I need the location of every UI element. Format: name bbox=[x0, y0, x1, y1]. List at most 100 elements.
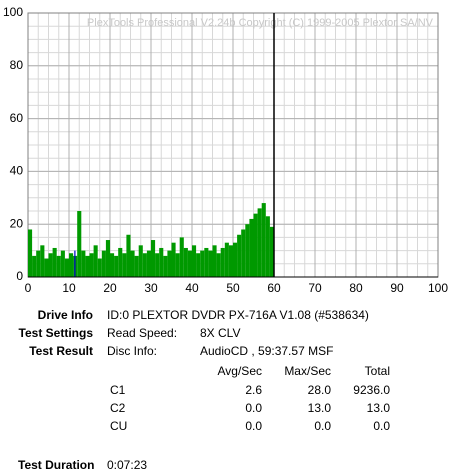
bar bbox=[105, 240, 110, 277]
bar bbox=[245, 224, 250, 277]
settings-value: 8X CLV bbox=[200, 326, 240, 340]
bar bbox=[171, 242, 176, 277]
y-tick-label: 80 bbox=[10, 58, 24, 72]
drive-label: Drive Info bbox=[38, 308, 93, 322]
x-tick-label: 40 bbox=[185, 281, 199, 295]
row-label: C2 bbox=[110, 401, 126, 415]
table-cell: 28.0 bbox=[308, 383, 332, 397]
bar bbox=[261, 203, 266, 277]
table-cell: 2.6 bbox=[245, 383, 262, 397]
x-tick-label: 20 bbox=[103, 281, 117, 295]
bar bbox=[196, 253, 201, 277]
bar bbox=[151, 240, 156, 277]
result-value: AudioCD , 59:37.57 MSF bbox=[200, 344, 333, 358]
bar bbox=[44, 258, 49, 277]
bar bbox=[228, 245, 233, 277]
x-tick-label: 30 bbox=[144, 281, 158, 295]
bar bbox=[257, 208, 262, 277]
settings-label: Test Settings bbox=[19, 326, 94, 340]
bar bbox=[269, 226, 274, 277]
result-key: Disc Info: bbox=[107, 344, 157, 358]
y-tick-label: 0 bbox=[16, 269, 23, 283]
bar bbox=[74, 250, 76, 277]
table-header: Avg/Sec bbox=[218, 364, 262, 378]
y-tick-label: 60 bbox=[10, 111, 24, 125]
bar bbox=[142, 253, 147, 277]
table-header: Max/Sec bbox=[284, 364, 331, 378]
x-tick-label: 10 bbox=[62, 281, 76, 295]
bar bbox=[101, 250, 106, 277]
bar bbox=[167, 250, 172, 277]
bar bbox=[36, 250, 41, 277]
bar bbox=[175, 253, 180, 277]
bar bbox=[60, 250, 65, 277]
table-cell: 0.0 bbox=[373, 419, 390, 433]
y-tick-label: 20 bbox=[10, 216, 24, 230]
bar bbox=[48, 253, 53, 277]
bar bbox=[216, 253, 221, 277]
bar bbox=[110, 253, 115, 277]
x-tick-label: 80 bbox=[349, 281, 363, 295]
bar bbox=[93, 245, 98, 277]
bar bbox=[52, 247, 57, 277]
bar bbox=[138, 245, 143, 277]
bar bbox=[163, 255, 168, 277]
table-cell: 0.0 bbox=[245, 401, 262, 415]
bar bbox=[28, 229, 33, 277]
bar bbox=[159, 247, 164, 277]
bar bbox=[89, 253, 94, 277]
x-tick-label: 100 bbox=[428, 281, 448, 295]
settings-key: Read Speed: bbox=[107, 326, 177, 340]
x-tick-label: 60 bbox=[267, 281, 281, 295]
bar bbox=[85, 255, 90, 277]
bar bbox=[241, 229, 246, 277]
bar bbox=[40, 245, 45, 277]
bar bbox=[237, 234, 242, 277]
x-tick-label: 90 bbox=[390, 281, 404, 295]
bar bbox=[183, 247, 188, 277]
bar bbox=[204, 247, 209, 277]
table-cell: 13.0 bbox=[367, 401, 391, 415]
bar bbox=[155, 253, 160, 277]
bar bbox=[265, 216, 270, 277]
bar bbox=[77, 211, 82, 277]
watermark: PlexTools Professional V2.24b Copyright … bbox=[87, 17, 434, 29]
duration-value: 0:07:23 bbox=[107, 458, 147, 472]
table-cell: 13.0 bbox=[308, 401, 332, 415]
bar bbox=[249, 218, 254, 277]
table-cell: 0.0 bbox=[245, 419, 262, 433]
bar bbox=[200, 250, 205, 277]
bar bbox=[220, 247, 225, 277]
bar bbox=[212, 245, 217, 277]
bar bbox=[114, 255, 119, 277]
bar bbox=[32, 255, 37, 277]
bar bbox=[253, 213, 258, 277]
bar bbox=[224, 242, 229, 277]
x-tick-label: 70 bbox=[308, 281, 322, 295]
table-cell: 0.0 bbox=[314, 419, 331, 433]
bar bbox=[69, 253, 74, 277]
row-label: CU bbox=[110, 419, 127, 433]
bar bbox=[56, 255, 61, 277]
y-tick-label: 100 bbox=[3, 5, 23, 19]
bar bbox=[146, 250, 151, 277]
bar bbox=[187, 250, 192, 277]
bar bbox=[81, 250, 86, 277]
x-tick-label: 50 bbox=[226, 281, 240, 295]
bar bbox=[192, 245, 197, 277]
bar bbox=[233, 242, 238, 277]
bar bbox=[179, 237, 184, 277]
duration-label: Test Duration bbox=[18, 458, 94, 472]
y-tick-label: 40 bbox=[10, 164, 24, 178]
result-label: Test Result bbox=[29, 344, 93, 358]
bar bbox=[126, 234, 131, 277]
bar bbox=[122, 253, 127, 277]
bar bbox=[118, 247, 123, 277]
bar bbox=[130, 250, 135, 277]
bar bbox=[64, 258, 69, 277]
bar bbox=[208, 250, 213, 277]
bar bbox=[134, 255, 139, 277]
x-tick-label: 0 bbox=[25, 281, 32, 295]
drive-value: ID:0 PLEXTOR DVDR PX-716A V1.08 (#538634… bbox=[107, 308, 369, 322]
